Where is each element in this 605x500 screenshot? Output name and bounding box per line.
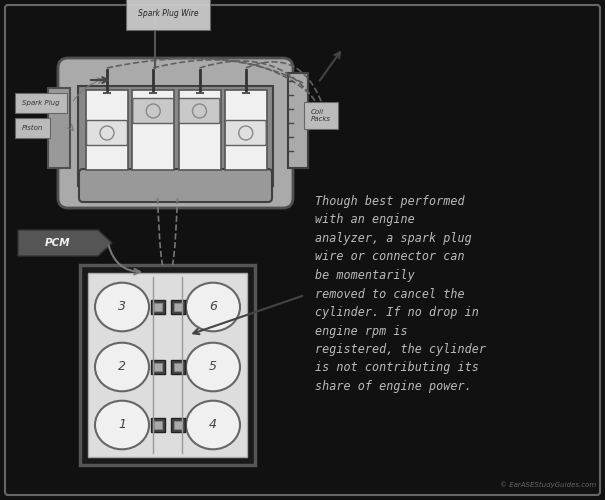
Bar [174, 303, 182, 311]
Text: Spark Plug: Spark Plug [22, 100, 60, 106]
Bar [171, 300, 185, 314]
Bar [171, 360, 185, 374]
Text: Coil
Packs: Coil Packs [311, 109, 331, 122]
Bar [178, 90, 220, 170]
Bar [88, 273, 247, 457]
FancyBboxPatch shape [179, 98, 220, 124]
Bar [154, 363, 162, 371]
Bar [171, 418, 185, 432]
Text: PCM: PCM [45, 238, 71, 248]
Ellipse shape [186, 400, 240, 450]
FancyBboxPatch shape [132, 98, 174, 124]
Bar [154, 303, 162, 311]
Text: 2: 2 [118, 360, 126, 374]
Ellipse shape [186, 282, 240, 332]
Ellipse shape [95, 282, 149, 332]
Bar [151, 418, 165, 432]
Text: Piston: Piston [22, 125, 44, 131]
Bar [174, 363, 182, 371]
Text: 1: 1 [118, 418, 126, 432]
Text: 5: 5 [209, 360, 217, 374]
Text: Spark Plug Wire: Spark Plug Wire [138, 10, 198, 18]
Text: 6: 6 [209, 300, 217, 314]
Bar [48, 88, 70, 168]
Text: 3: 3 [118, 300, 126, 314]
Ellipse shape [95, 400, 149, 450]
Ellipse shape [95, 342, 149, 392]
Bar [151, 300, 165, 314]
Text: © EarASEStudyGuides.com: © EarASEStudyGuides.com [500, 482, 596, 488]
Bar [151, 360, 165, 374]
FancyBboxPatch shape [79, 169, 272, 202]
FancyBboxPatch shape [87, 120, 128, 146]
Text: Though best performed
with an engine
analyzer, a spark plug
wire or connector ca: Though best performed with an engine ana… [315, 195, 486, 393]
Bar [224, 90, 267, 170]
FancyBboxPatch shape [225, 120, 266, 146]
Bar [288, 73, 308, 168]
Polygon shape [18, 230, 112, 256]
FancyBboxPatch shape [58, 58, 293, 208]
Ellipse shape [186, 342, 240, 392]
Bar [174, 421, 182, 429]
Bar [78, 86, 273, 186]
Bar [132, 90, 174, 170]
Bar [154, 421, 162, 429]
Bar [86, 90, 128, 170]
Text: 4: 4 [209, 418, 217, 432]
Bar [80, 265, 255, 465]
